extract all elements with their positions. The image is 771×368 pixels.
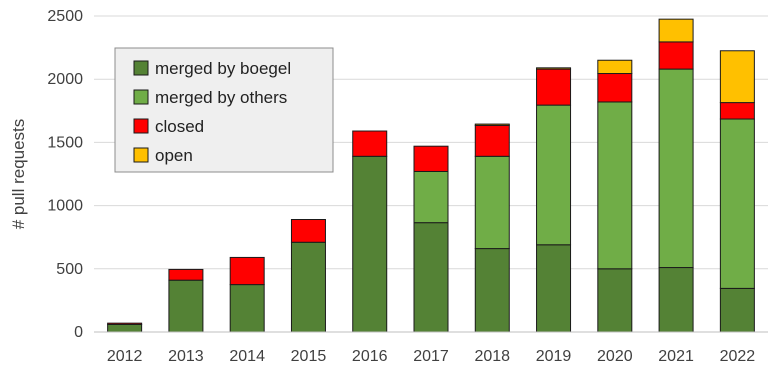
x-tick-label: 2016 — [352, 348, 388, 365]
bar-segment-open-2020 — [597, 59, 633, 75]
x-tick-label: 2019 — [536, 348, 572, 365]
bar-segment-open-2018 — [474, 123, 510, 126]
bars — [107, 18, 755, 333]
bar-segment-open-2019 — [536, 67, 572, 70]
bar-segment-closed-2021 — [658, 41, 694, 70]
legend-label: open — [155, 146, 193, 165]
y-axis-label: # pull requests — [9, 119, 28, 230]
bar-segment-closed-2016 — [352, 130, 388, 157]
bar-segment-open-2021 — [658, 18, 694, 43]
legend-label: merged by others — [155, 88, 287, 107]
bar-segment-merged-by-boegel-2015 — [290, 241, 326, 333]
bar-segment-closed-2017 — [413, 145, 449, 172]
bar-segment-merged-by-others-2020 — [597, 101, 633, 270]
bar-segment-closed-2013 — [168, 268, 204, 281]
bar-segment-merged-by-others-2018 — [474, 155, 510, 250]
legend-label: closed — [155, 117, 204, 136]
bar-segment-merged-by-boegel-2016 — [352, 155, 388, 333]
bar-segment-merged-by-others-2017 — [413, 170, 449, 224]
axes: 0 500 1000 1500 2000 2500 2012 2013 2014 2015 2016… — [47, 8, 768, 365]
bar-segment-closed-2015 — [290, 219, 326, 243]
legend-swatch — [133, 89, 149, 105]
y-tick-label: 1000 — [47, 198, 83, 215]
bar-segment-merged-by-boegel-2014 — [229, 284, 265, 333]
bar-segment-merged-by-others-2022 — [719, 118, 755, 289]
legend-label: merged by boegel — [155, 59, 291, 78]
x-tick-label: 2012 — [107, 348, 143, 365]
x-tick-label: 2022 — [720, 348, 756, 365]
legend-swatch — [133, 147, 149, 163]
y-tick-label: 2500 — [47, 8, 83, 25]
bar-segment-merged-by-others-2021 — [658, 68, 694, 269]
bar-segment-closed-2022 — [719, 102, 755, 120]
bar-segment-merged-by-boegel-2022 — [719, 287, 755, 333]
y-tick-label: 0 — [74, 324, 83, 341]
bar-segment-closed-2012 — [107, 322, 143, 325]
legend: merged by boegel merged by others closed op… — [114, 47, 334, 173]
bar-segment-merged-by-boegel-2017 — [413, 222, 449, 333]
x-tick-label: 2017 — [413, 348, 449, 365]
x-tick-label: 2015 — [291, 348, 327, 365]
bar-segment-closed-2019 — [536, 68, 572, 106]
y-tick-label: 500 — [56, 261, 83, 278]
bar-segment-merged-by-boegel-2018 — [474, 248, 510, 333]
bar-segment-merged-by-others-2019 — [536, 104, 572, 246]
x-tick-label: 2018 — [474, 348, 510, 365]
legend-swatch — [133, 60, 149, 76]
bar-segment-merged-by-boegel-2020 — [597, 268, 633, 333]
x-tick-label: 2014 — [229, 348, 265, 365]
bar-segment-merged-by-boegel-2013 — [168, 279, 204, 333]
bar-segment-closed-2018 — [474, 124, 510, 157]
bar-segment-open-2022 — [719, 50, 755, 104]
legend-swatch — [133, 118, 149, 134]
x-tick-label: 2021 — [658, 348, 694, 365]
bar-segment-merged-by-boegel-2019 — [536, 244, 572, 333]
bar-segment-closed-2014 — [229, 256, 265, 286]
bar-segment-merged-by-boegel-2021 — [658, 267, 694, 333]
legend-box — [114, 47, 334, 173]
y-tick-label: 1500 — [47, 134, 83, 151]
x-tick-label: 2020 — [597, 348, 633, 365]
x-tick-label: 2013 — [168, 348, 204, 365]
bar-segment-merged-by-boegel-2012 — [107, 323, 143, 333]
y-tick-label: 2000 — [47, 71, 83, 88]
bar-segment-closed-2020 — [597, 73, 633, 103]
